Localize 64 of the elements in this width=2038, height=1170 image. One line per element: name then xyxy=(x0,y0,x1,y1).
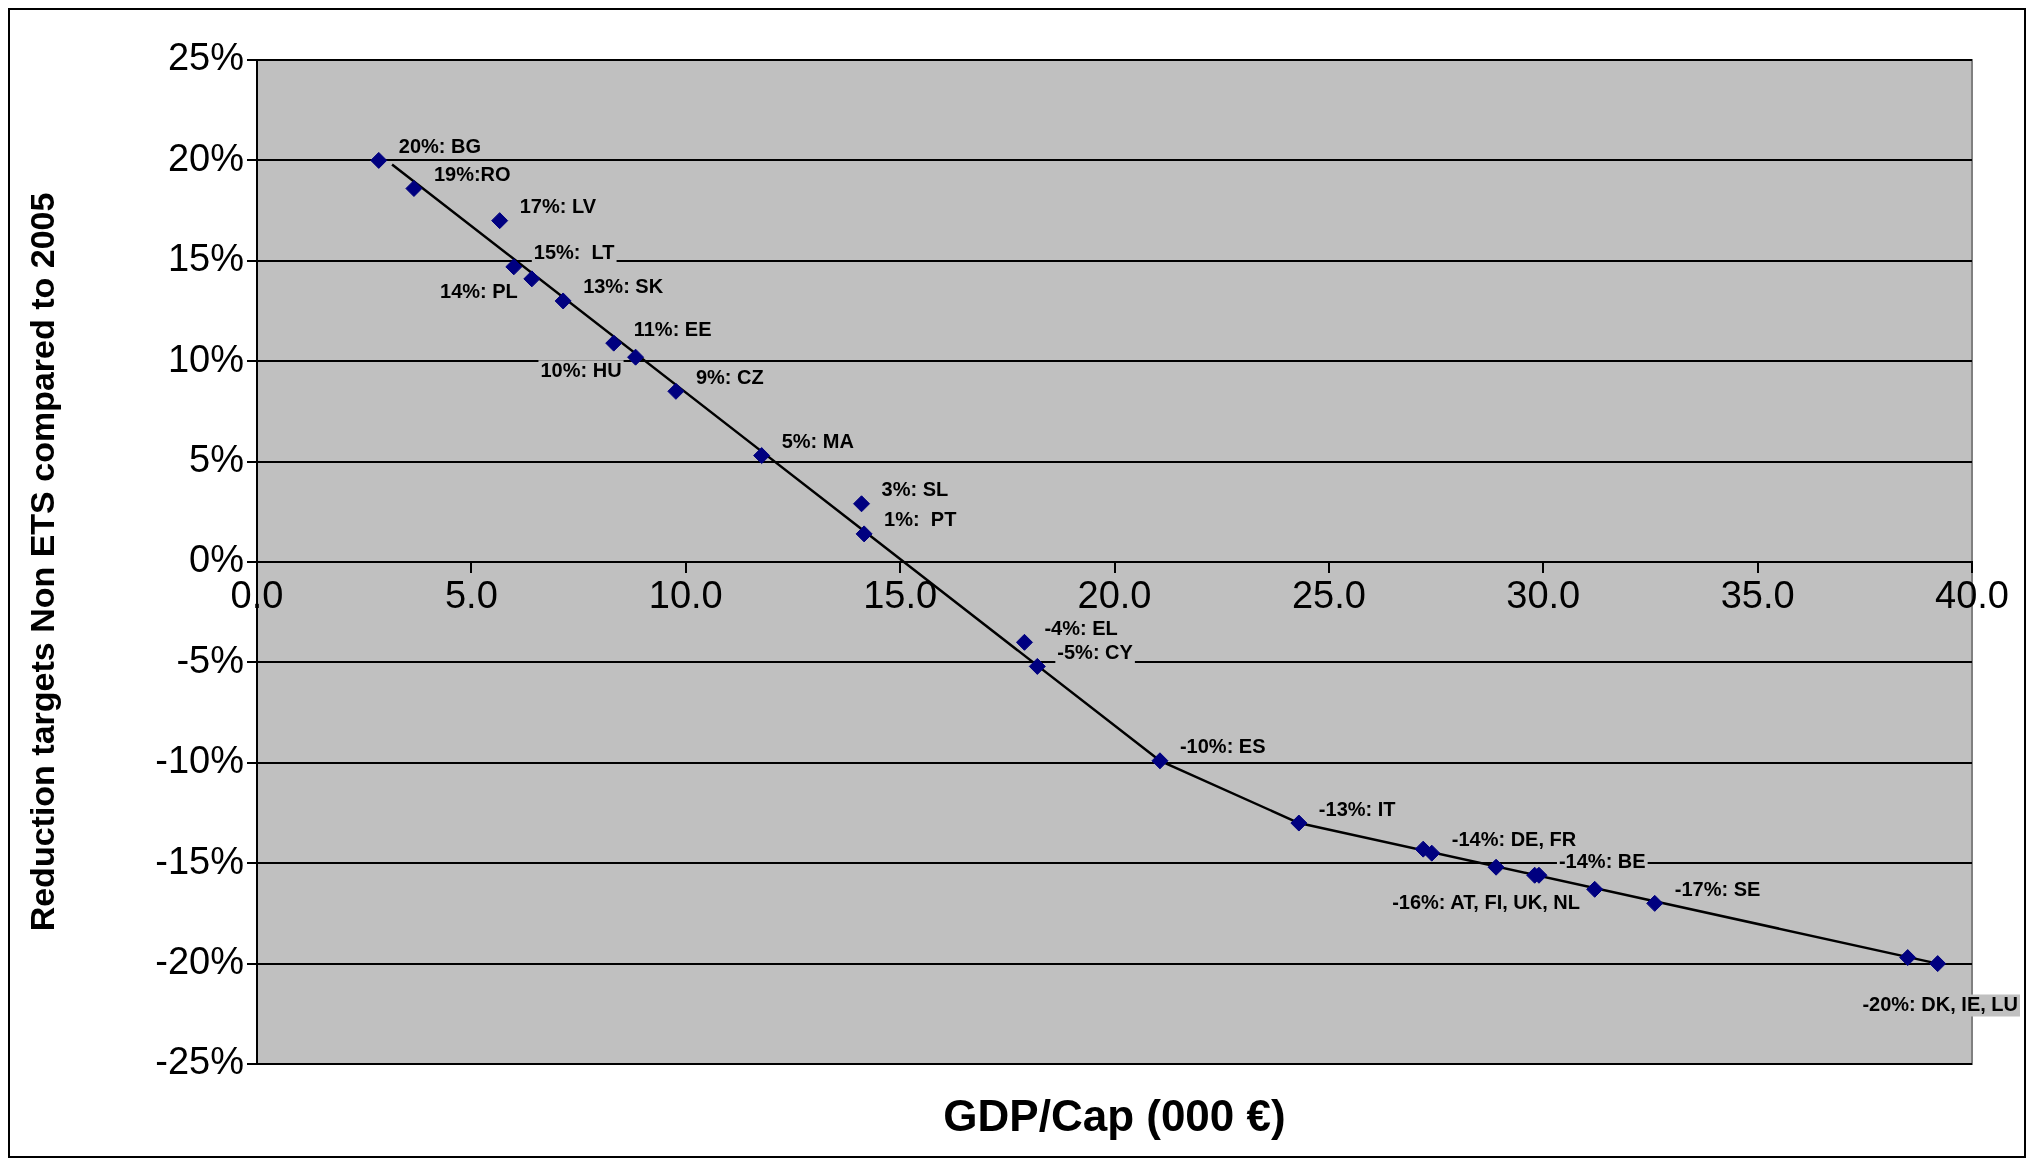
annotation: 9%: CZ xyxy=(695,365,764,388)
point xyxy=(1899,949,1917,967)
y-tick-label: 25% xyxy=(167,36,244,79)
annotation: -17%: SE xyxy=(1674,877,1761,900)
y-tick-label: 10% xyxy=(167,337,244,380)
point xyxy=(554,292,572,310)
point xyxy=(1290,814,1308,832)
point xyxy=(1151,752,1169,770)
y-tick-label: -25% xyxy=(155,1040,244,1083)
annotation: 3%: SL xyxy=(881,478,949,501)
annotation: 1%: PT xyxy=(884,508,957,531)
point xyxy=(405,180,423,198)
point xyxy=(627,348,645,366)
point xyxy=(370,151,388,169)
x-tick-label: 5.0 xyxy=(444,574,498,617)
y-tick-label: 5% xyxy=(189,438,244,481)
annotation: -20%: DK, IE, LU xyxy=(1862,993,2018,1016)
annotation: 5%: MA xyxy=(781,430,854,453)
annotation: 10%: HU xyxy=(540,358,622,381)
annotation: -14%: DE, FR xyxy=(1451,827,1577,850)
annotation: 13%: SK xyxy=(583,275,664,298)
annotation: 20%: BG xyxy=(398,134,482,157)
annotation: -4%: EL xyxy=(1044,616,1118,639)
point xyxy=(1015,633,1033,651)
point xyxy=(491,212,509,230)
annotation: -16%: AT, FI, UK, NL xyxy=(1392,890,1580,913)
point xyxy=(753,447,771,465)
annotation: -13%: IT xyxy=(1318,797,1396,820)
point xyxy=(1487,858,1505,876)
y-tick-label: -20% xyxy=(155,940,244,983)
point xyxy=(1423,844,1441,862)
y-tick-label: 0% xyxy=(189,538,244,581)
y-tick-label: 20% xyxy=(167,136,244,179)
annotation: 11%: EE xyxy=(633,317,712,340)
annotation: -14%: BE xyxy=(1558,849,1646,872)
y-tick-label: 15% xyxy=(167,237,244,280)
x-tick-label: 15.0 xyxy=(863,574,938,617)
point xyxy=(1646,894,1664,912)
y-axis-title: Reduction targets Non ETS compared to 2005 xyxy=(22,192,61,932)
point xyxy=(667,382,685,400)
annotation: 15%: LT xyxy=(533,241,615,264)
y-tick-label: -10% xyxy=(155,739,244,782)
point xyxy=(855,525,873,543)
x-axis-title: GDP/Cap (000 €) xyxy=(943,1091,1286,1141)
point xyxy=(523,270,541,288)
annotation: 19%:RO xyxy=(433,163,511,186)
point xyxy=(853,495,871,513)
annotation: 14%: PL xyxy=(440,280,518,303)
annotation: 17%: LV xyxy=(519,195,597,218)
x-tick-label: 30.0 xyxy=(1506,574,1581,617)
point xyxy=(1586,880,1604,898)
annotation: -10%: ES xyxy=(1179,735,1266,758)
point xyxy=(1929,955,1947,973)
x-tick-label: 10.0 xyxy=(648,574,723,617)
point xyxy=(605,334,623,352)
x-tick-label: 40.0 xyxy=(1935,574,2009,617)
y-tick-label: -15% xyxy=(155,839,244,882)
y-tick-label: -5% xyxy=(176,638,244,681)
point xyxy=(505,258,523,276)
x-tick-label: 20.0 xyxy=(1077,574,1152,617)
x-tick-label: 35.0 xyxy=(1720,574,1795,617)
annotation: -5%: CY xyxy=(1057,640,1134,663)
point xyxy=(1028,657,1046,675)
x-tick-label: 25.0 xyxy=(1291,574,1366,617)
